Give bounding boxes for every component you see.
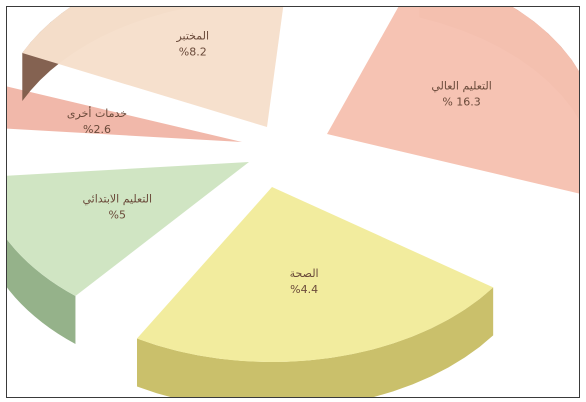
pie-slice-side-2	[137, 287, 494, 397]
pie-slice-5: المختبر %8.2	[22, 7, 284, 127]
pie-slice-top-4	[7, 86, 242, 142]
pie-chart: التعليم العالي % 16.3 الصحة %4.4 التعليم الا…	[7, 7, 579, 397]
pie-slice-side-3	[7, 239, 76, 345]
pie-slice-name-4: خدمات أخرى	[67, 106, 127, 120]
pie-slice-value-1: % 16.3	[442, 95, 480, 108]
pie-slice-top-2	[137, 187, 494, 362]
pie-slice-top-3	[7, 162, 249, 297]
chart-frame: التعليم العالي % 16.3 الصحة %4.4 التعليم الا…	[6, 6, 580, 398]
pie-slice-name-5: المختبر	[175, 30, 209, 43]
pie-slice-4: خدمات أخرى %2.6	[7, 86, 242, 142]
pie-slice-name-2: الصحة	[290, 267, 319, 280]
pie-slice-value-4: %2.6	[83, 123, 111, 136]
pie-slice-value-3: %5	[109, 208, 126, 221]
pie-slice-top-1	[327, 7, 579, 194]
pie-slice-value-2: %4.4	[290, 283, 318, 296]
pie-slice-name-3: التعليم الابتدائي	[82, 192, 152, 205]
pie-slice-2: الصحة %4.4	[137, 187, 494, 397]
pie-slice-value-5: %8.2	[179, 46, 207, 59]
pie-slice-1: التعليم العالي % 16.3	[327, 7, 579, 194]
pie-slice-3: التعليم الابتدائي %5	[7, 162, 249, 345]
pie-slice-top-5	[22, 7, 284, 127]
pie-slice-name-1: التعليم العالي	[431, 79, 491, 92]
